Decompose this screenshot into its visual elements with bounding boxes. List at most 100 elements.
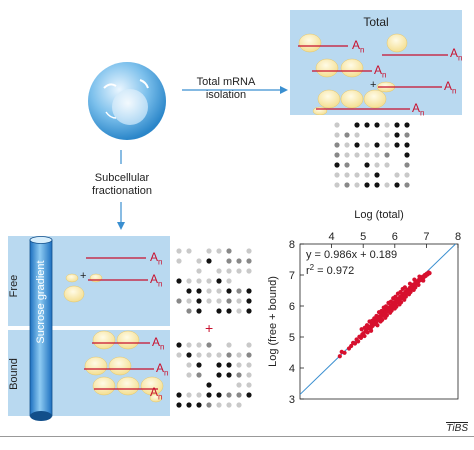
array-spot xyxy=(364,162,370,168)
array-spot xyxy=(354,132,360,138)
array-spot xyxy=(246,382,252,388)
array-spot xyxy=(364,142,370,148)
array-spot xyxy=(236,392,242,398)
array-spot xyxy=(206,298,212,304)
array-spot xyxy=(374,152,380,158)
array-spot xyxy=(334,162,340,168)
data-point xyxy=(416,282,421,288)
array-spot xyxy=(404,152,410,158)
poly-a-label: An xyxy=(374,63,387,80)
array-spot xyxy=(196,278,202,284)
array-spot xyxy=(394,172,400,178)
x-tick-label: 6 xyxy=(392,231,398,243)
array-spot xyxy=(196,352,202,358)
footer-divider xyxy=(0,436,474,437)
array-spot xyxy=(246,308,252,314)
y-tick-label: 6 xyxy=(289,301,295,313)
array-spot xyxy=(196,308,202,314)
arrow-top-label-line1: Total mRNA xyxy=(196,76,256,88)
array-spot xyxy=(226,308,232,314)
plot-frame xyxy=(299,243,459,400)
poly-a-label: An xyxy=(150,250,163,267)
array-spot xyxy=(394,132,400,138)
array-spot xyxy=(364,152,370,158)
array-spot xyxy=(404,182,410,188)
array-spot xyxy=(354,182,360,188)
data-point xyxy=(392,306,397,311)
array-spot xyxy=(186,298,192,304)
array-spot xyxy=(394,122,400,128)
data-point xyxy=(349,343,354,349)
array-spot xyxy=(216,402,222,408)
x-tick-label: 4 xyxy=(329,231,335,243)
poly-a-label: An xyxy=(450,46,463,63)
array-spot xyxy=(186,248,192,254)
array-spot xyxy=(216,268,222,274)
plus-sign: + xyxy=(205,320,214,336)
array-spot xyxy=(334,122,340,128)
arrow-right-icon xyxy=(182,86,288,94)
array-spot xyxy=(236,308,242,314)
tick-line xyxy=(120,150,122,164)
array-spot xyxy=(176,258,182,264)
data-point xyxy=(412,277,417,282)
array-spot xyxy=(176,402,182,408)
arrow-left-label: Subcellular fractionation xyxy=(70,172,174,198)
array-spot xyxy=(236,298,242,304)
array-spot xyxy=(186,278,192,284)
array-spot xyxy=(206,248,212,254)
array-spot xyxy=(236,402,242,408)
array-spot xyxy=(196,288,202,294)
sucrose-gradient-tube xyxy=(29,236,53,421)
data-point xyxy=(356,339,361,344)
array-spot xyxy=(226,258,232,264)
array-spot xyxy=(394,142,400,148)
poly-a-label: An xyxy=(352,38,365,55)
poly-a-label: An xyxy=(444,79,457,96)
array-spot xyxy=(186,362,192,368)
poly-a-label: An xyxy=(156,361,169,378)
x-tick-label: 5 xyxy=(360,231,366,243)
array-spot xyxy=(236,288,242,294)
array-spot xyxy=(246,258,252,264)
array-spot xyxy=(196,392,202,398)
array-spot xyxy=(226,392,232,398)
data-point xyxy=(375,323,380,328)
array-spot xyxy=(186,392,192,398)
array-spot xyxy=(226,298,232,304)
array-spot xyxy=(226,342,232,348)
data-point xyxy=(393,294,398,299)
array-spot xyxy=(176,248,182,254)
y-tick-label: 7 xyxy=(289,270,295,282)
array-spot xyxy=(374,142,380,148)
array-spot xyxy=(196,298,202,304)
data-point xyxy=(362,333,367,339)
array-spot xyxy=(216,298,222,304)
array-spot xyxy=(246,352,252,358)
array-spot xyxy=(216,288,222,294)
array-spot xyxy=(226,352,232,358)
array-spot xyxy=(176,392,182,398)
array-spot xyxy=(374,122,380,128)
array-spot xyxy=(186,288,192,294)
regression-equation: y = 0.986x + 0.189 xyxy=(306,249,397,261)
array-spot xyxy=(236,258,242,264)
array-spot xyxy=(206,392,212,398)
data-point xyxy=(383,304,389,309)
array-spot xyxy=(364,172,370,178)
array-spot xyxy=(226,268,232,274)
array-spot xyxy=(206,278,212,284)
array-spot xyxy=(206,402,212,408)
array-spot xyxy=(354,172,360,178)
array-spot xyxy=(374,162,380,168)
array-spot xyxy=(404,162,410,168)
array-spot xyxy=(186,372,192,378)
array-spot xyxy=(206,342,212,348)
array-spot xyxy=(394,182,400,188)
array-spot xyxy=(186,308,192,314)
array-spot xyxy=(206,352,212,358)
array-spot xyxy=(246,288,252,294)
array-spot xyxy=(216,278,222,284)
arrow-left-label-line1: Subcellular xyxy=(94,172,150,184)
scatter-chart: 4 5 6 7 8 3 4 5 6 7 8 Log (total) Log (free + bound)… xyxy=(267,209,461,406)
